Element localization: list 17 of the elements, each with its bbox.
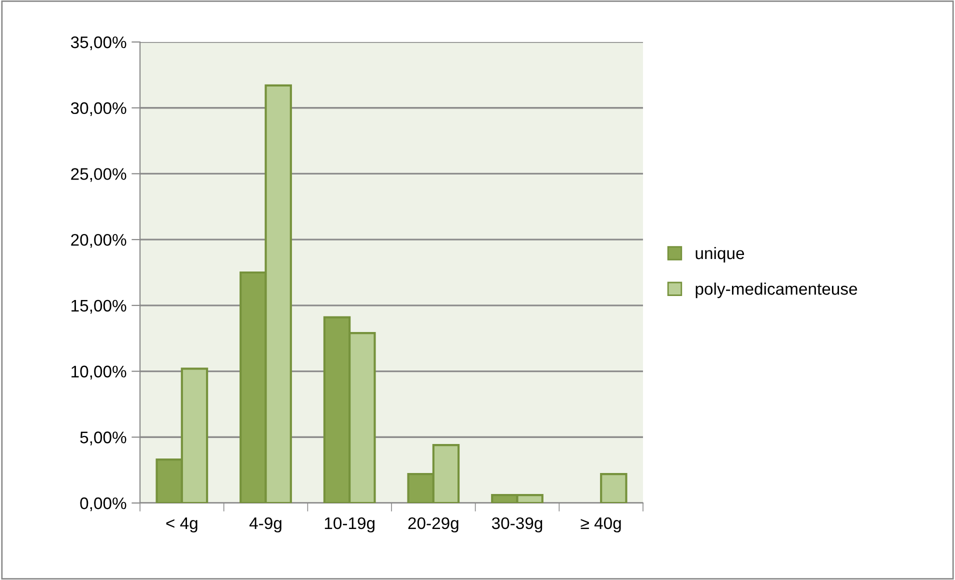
y-tick-label: 25,00% (71, 168, 126, 182)
x-tick-label: 20-29g (408, 517, 458, 532)
y-tick-label: 30,00% (70, 102, 126, 116)
legend-label: unique (696, 246, 744, 262)
x-tick-label: 4-9g (249, 517, 282, 532)
x-tick-label: < 4g (166, 518, 198, 532)
y-tick-label: 5,00% (80, 432, 126, 446)
x-tick-label: ≥ 40g (580, 517, 621, 532)
x-tick-label: 30-39g (492, 517, 542, 532)
legend-label: poly-medicamenteuse (696, 282, 858, 298)
bar (600, 472, 628, 503)
y-tick-label: 15,00% (72, 300, 126, 314)
y-tick-label: 35,00% (70, 36, 126, 50)
y-tick-label: 0,00% (80, 497, 126, 512)
x-tick-label: 10-19g (324, 517, 374, 532)
y-tick-label: 10,00% (72, 366, 126, 380)
y-tick-label: 20,00% (71, 234, 126, 248)
